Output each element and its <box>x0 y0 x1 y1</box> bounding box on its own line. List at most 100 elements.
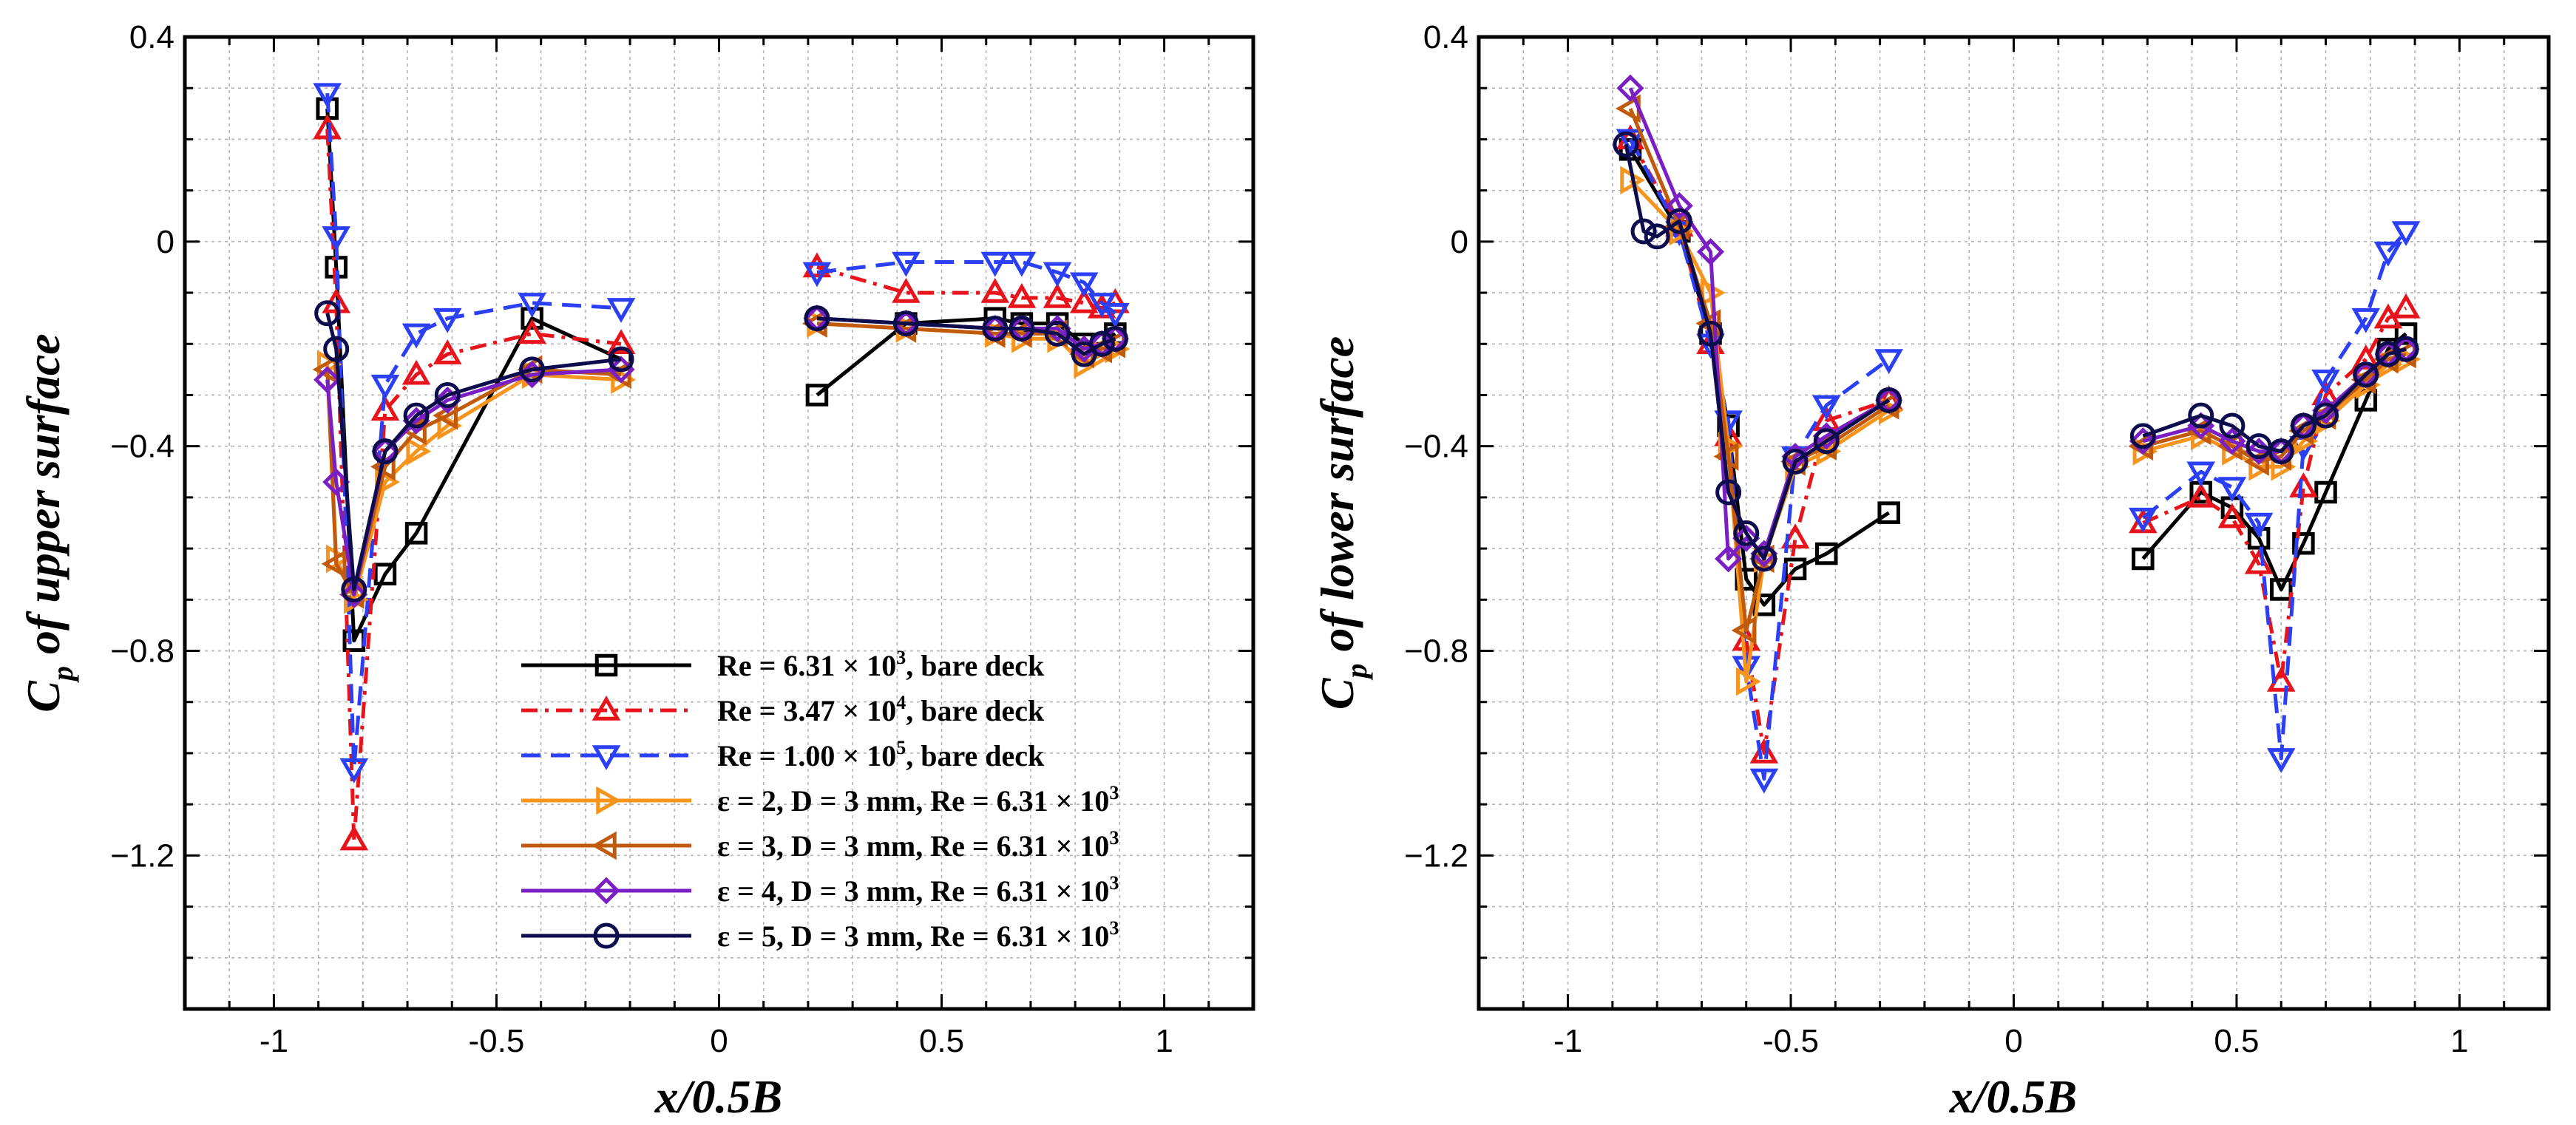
data-point <box>2219 412 2245 439</box>
series-s7 <box>1613 131 2419 572</box>
x-axis-title: x/0.5B <box>654 1070 782 1123</box>
data-point <box>2186 482 2216 508</box>
x-tick-label: -0.5 <box>1763 1023 1819 1059</box>
y-tick-label: 0 <box>1451 224 1468 260</box>
data-point <box>1009 316 1035 341</box>
series-line <box>816 316 1116 356</box>
data-point <box>2391 221 2421 247</box>
legend-label: ε = 4, D = 3 mm, Re = 6.31 × 103 <box>717 872 1119 908</box>
data-point <box>1630 218 1657 245</box>
data-point <box>1874 349 1903 375</box>
data-point <box>1736 667 1761 696</box>
chart-panel-left: -1 -0.5 0 0.5 1 −1.2 −0.8 −0.4 0 0.4 x/0.5B Cp of u… <box>17 19 1255 1123</box>
plot-frame <box>1477 35 2551 1011</box>
data-point <box>2394 322 2418 345</box>
data-point <box>1644 223 1670 250</box>
data-point <box>404 522 428 545</box>
legend-item: ε = 5, D = 3 mm, Re = 6.31 × 103 <box>521 917 1119 953</box>
legend-label: ε = 2, D = 3 mm, Re = 6.31 × 103 <box>717 782 1119 818</box>
data-point <box>373 562 397 585</box>
y-tick-label: 0.4 <box>129 19 174 55</box>
legend-item: Re = 6.31 × 103, bare deck <box>521 647 1045 682</box>
data-point <box>339 758 369 784</box>
grid <box>1479 37 2549 1009</box>
data-point <box>2393 336 2419 362</box>
data-point <box>401 359 431 385</box>
data-point <box>606 298 636 323</box>
data-point <box>370 374 400 400</box>
data-point <box>322 468 350 496</box>
data-point <box>1069 272 1099 298</box>
data-point <box>1069 288 1099 313</box>
series-line <box>325 92 622 771</box>
x-tick-label: 0 <box>710 1023 728 1059</box>
data-point <box>2375 341 2402 367</box>
series-line <box>2142 347 2407 454</box>
y-tick-label: −1.2 <box>1404 837 1468 874</box>
chart-panel-right: -1 -0.5 0 0.5 1 −1.2 −0.8 −0.4 0 0.4 x/0.5B Cp of l… <box>1311 19 2551 1123</box>
data-point <box>2218 427 2246 455</box>
legend-label: ε = 3, D = 3 mm, Re = 6.31 × 103 <box>717 827 1119 863</box>
grid <box>185 37 1253 1009</box>
data-point <box>2188 402 2214 429</box>
data-point <box>1877 501 1900 524</box>
x-axis-title: x/0.5B <box>1949 1070 2077 1123</box>
data-point <box>2266 748 2296 773</box>
data-point <box>1733 520 1760 546</box>
data-point <box>313 114 342 140</box>
data-point <box>2313 402 2339 429</box>
series-line <box>325 367 622 597</box>
data-point <box>2186 461 2216 487</box>
data-point <box>2391 293 2421 319</box>
legend-marker <box>591 831 617 860</box>
x-tick-label: -1 <box>1553 1023 1582 1059</box>
data-point <box>1752 593 1776 616</box>
y-tick-label: 0.4 <box>1423 19 1468 55</box>
y-tick-label: −0.4 <box>1404 429 1468 465</box>
data-point <box>1043 262 1072 288</box>
data-point <box>2289 472 2318 497</box>
data-point <box>1616 74 1644 102</box>
data-point <box>1815 542 1838 565</box>
data-point <box>2353 361 2379 388</box>
x-tick-label: -1 <box>260 1023 288 1059</box>
data-point <box>1749 768 1779 794</box>
data-point <box>2268 438 2294 465</box>
data-point <box>980 251 1010 277</box>
legend-marker <box>594 653 618 677</box>
data-point <box>2129 423 2156 449</box>
legend-label: Re = 3.47 × 104, bare deck <box>717 692 1045 727</box>
data-point <box>804 305 830 332</box>
data-point <box>1698 320 1724 347</box>
data-point <box>518 293 546 318</box>
x-tick-label: -0.5 <box>469 1023 525 1059</box>
data-point <box>313 366 342 394</box>
data-point <box>1696 238 1725 266</box>
data-point <box>1731 616 1757 645</box>
data-point <box>2311 369 2340 395</box>
series-line <box>816 260 1116 315</box>
data-point <box>519 356 546 383</box>
data-point <box>322 226 351 251</box>
data-point <box>434 381 461 408</box>
data-point <box>608 346 634 373</box>
data-point <box>1101 302 1130 328</box>
data-point <box>370 395 400 421</box>
data-point <box>314 300 341 327</box>
data-point <box>892 310 919 337</box>
series-line <box>325 129 622 843</box>
legend-marker <box>592 695 621 721</box>
data-point <box>980 278 1010 303</box>
series-line <box>2141 230 2407 761</box>
y-axis-title: Cp of lower surface <box>1311 336 1373 710</box>
data-point <box>1613 131 1639 157</box>
data-point <box>2129 427 2157 455</box>
series-s7 <box>314 300 1128 602</box>
data-point <box>2129 507 2158 533</box>
legend-item: ε = 4, D = 3 mm, Re = 6.31 × 103 <box>521 872 1119 908</box>
data-point <box>1715 479 1742 506</box>
data-point <box>1876 387 1902 413</box>
y-tick-label: −0.8 <box>110 633 174 670</box>
y-tick-label: −1.2 <box>110 837 174 874</box>
data-point <box>1713 442 1739 471</box>
